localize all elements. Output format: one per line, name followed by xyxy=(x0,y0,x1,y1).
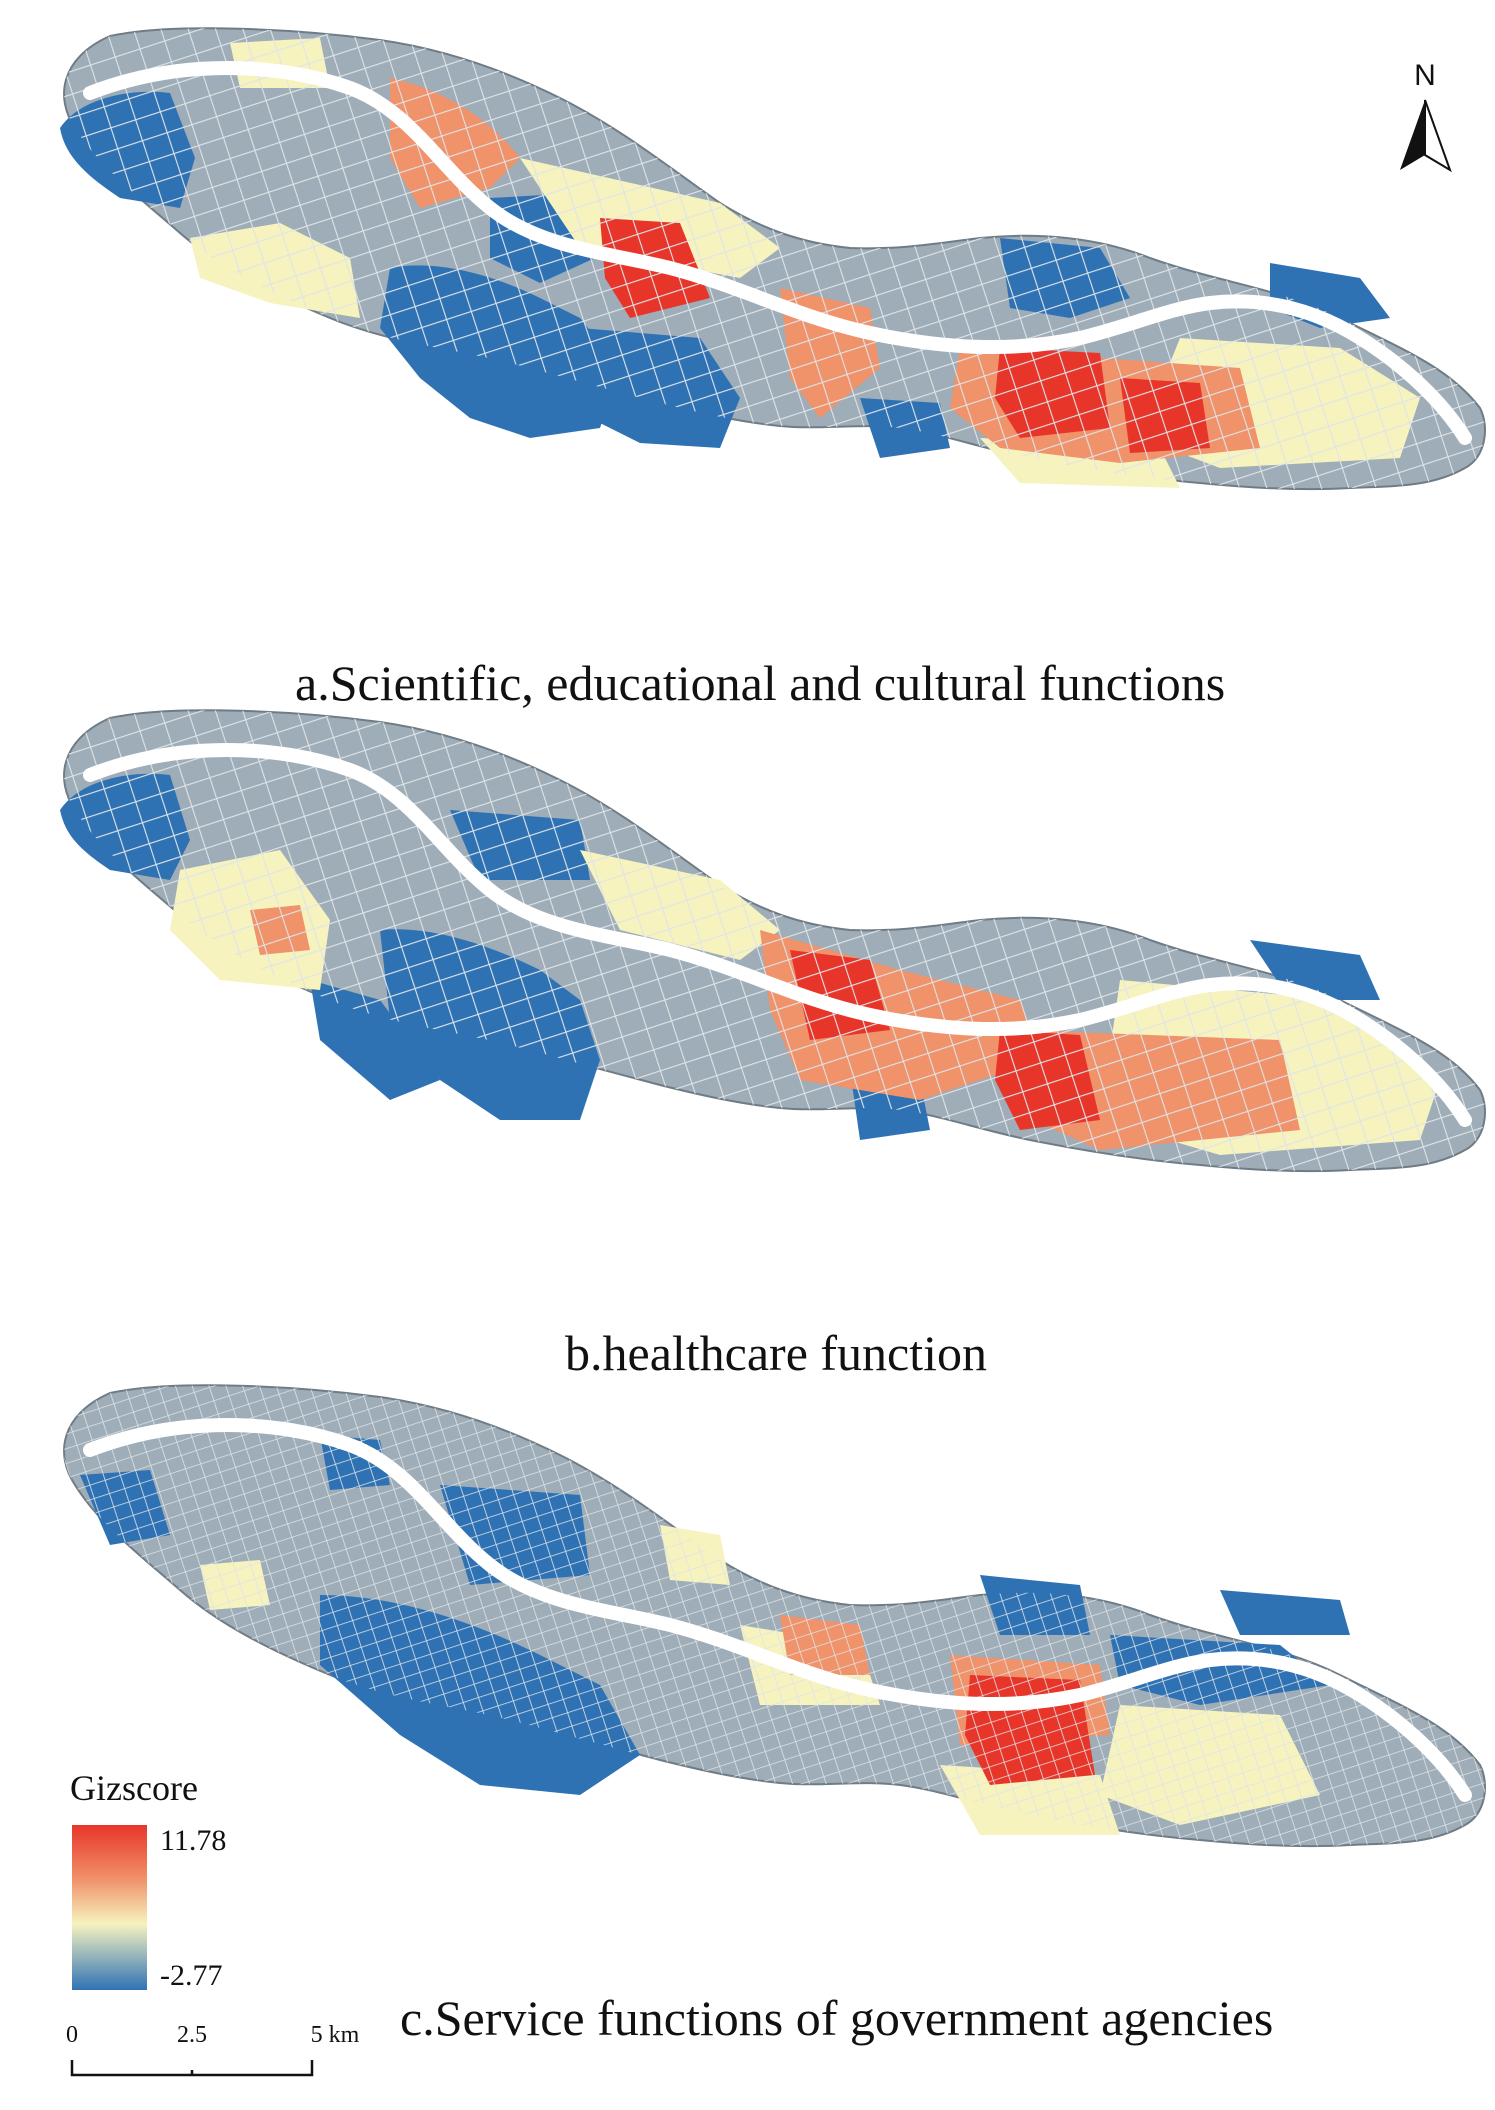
panel-c-map xyxy=(63,1384,1487,1848)
legend-min-label: -2.77 xyxy=(160,1959,223,1992)
panel-a-map xyxy=(60,27,1487,491)
north-arrow-icon xyxy=(1400,99,1452,173)
legend-max-label: 11.78 xyxy=(160,1824,226,1857)
scale-bar: 0 2.5 5 km xyxy=(66,2022,360,2077)
legend-color-ramp xyxy=(72,1825,147,1990)
panel-c-caption: c.Service functions of government agenci… xyxy=(400,1990,1273,2046)
cold-spot-east-north xyxy=(1220,1590,1350,1635)
panel-b-map xyxy=(60,709,1487,1173)
scale-tick-5-km: 5 km xyxy=(311,2022,360,2048)
scale-tick-0: 0 xyxy=(66,2022,78,2048)
panel-a-caption: a.Scientific, educational and cultural f… xyxy=(295,655,1225,711)
panel-b-caption: b.healthcare function xyxy=(565,1325,987,1381)
scale-bar-line xyxy=(70,2060,314,2077)
legend-title: Gizscore xyxy=(70,1768,198,1808)
north-arrow-label: N xyxy=(1414,59,1436,92)
scale-tick-2-5: 2.5 xyxy=(177,2022,207,2048)
north-arrow: N xyxy=(1400,59,1452,173)
legend: Gizscore 11.78 -2.77 xyxy=(70,1768,226,1992)
cold-spot-southwest xyxy=(310,980,440,1100)
